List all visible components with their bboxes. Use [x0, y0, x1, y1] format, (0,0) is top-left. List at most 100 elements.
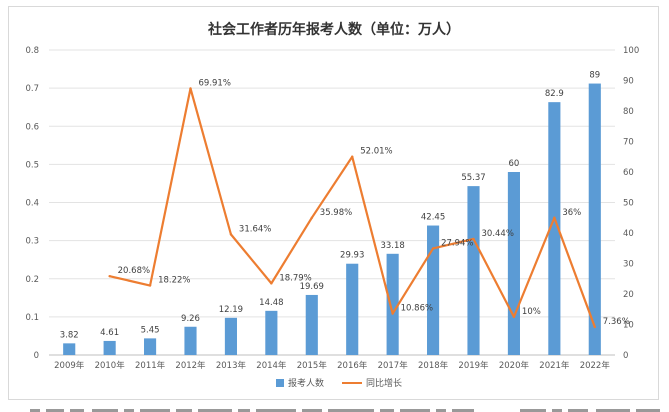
x-tick-label: 2021年 — [539, 360, 570, 371]
cropped-text-fragment — [520, 409, 546, 412]
line-value-label: 20.68% — [118, 266, 150, 276]
bar — [588, 83, 601, 356]
left-tick-label: 0 — [34, 351, 39, 361]
left-tick-label: 0.2 — [25, 275, 39, 285]
line-point — [431, 247, 435, 250]
x-tick-label: 2013年 — [216, 360, 247, 371]
bar — [103, 340, 116, 355]
x-tick-label: 2017年 — [378, 360, 409, 371]
cropped-text-fragment — [636, 409, 660, 412]
cropped-text-fragment — [436, 409, 446, 412]
cropped-text-fragment — [92, 409, 118, 412]
left-tick-label: 0.6 — [25, 122, 39, 132]
cropped-text-fragment — [552, 409, 562, 412]
line-point — [351, 155, 354, 158]
line-value-label: 27.94% — [441, 238, 473, 248]
line-value-label: 10.86% — [401, 304, 433, 314]
bar-value-label: 33.18 — [380, 241, 404, 251]
x-tick-label: 2014年 — [256, 360, 287, 371]
bar-value-label: 9.26 — [181, 314, 200, 324]
line-point — [108, 274, 111, 278]
right-tick-label: 80 — [623, 107, 634, 117]
cropped-text-fragment — [46, 409, 64, 412]
left-tick-label: 0.5 — [25, 160, 39, 170]
bar — [467, 186, 480, 355]
legend: 报考人数 同比增长 — [276, 377, 402, 389]
bar-value-label: 89 — [589, 71, 600, 81]
bar — [144, 338, 157, 355]
left-tick-label: 0.7 — [25, 84, 39, 94]
line-value-label: 31.64% — [239, 224, 271, 234]
legend-swatch-bar — [276, 379, 284, 387]
left-tick-label: 0.1 — [25, 313, 39, 323]
line-point — [229, 233, 233, 236]
bar — [427, 225, 440, 355]
right-tick-label: 0 — [623, 351, 628, 361]
bar-value-label: 3.82 — [60, 330, 79, 340]
left-tick-label: 0.8 — [25, 46, 39, 56]
left-tick-label: 0.4 — [25, 199, 39, 209]
line-series — [108, 87, 596, 329]
bar-value-label: 29.93 — [340, 251, 364, 261]
bar — [305, 294, 318, 355]
right-tick-label: 20 — [623, 290, 634, 300]
cropped-text-fragment — [380, 409, 394, 412]
line-labels: 20.68% 18.22% 69.91% 31.64% 18.79% 35.98% 52.0… — [118, 78, 630, 326]
right-tick-label: 100 — [623, 46, 639, 56]
x-tick-label: 2011年 — [135, 360, 166, 371]
right-tick-label: 40 — [623, 229, 634, 239]
bar-value-label: 14.48 — [259, 298, 283, 308]
x-tick-label: 2010年 — [95, 360, 126, 371]
right-axis: 0 10 20 30 40 50 60 70 80 90 100 — [623, 46, 639, 361]
right-tick-label: 70 — [623, 138, 634, 148]
line-value-label: 36% — [562, 208, 581, 218]
bar — [507, 172, 520, 355]
cropped-text-fragment — [238, 409, 250, 412]
line-point — [310, 216, 313, 220]
chart-frame: 社会工作者历年报考人数（单位：万人） 0 0.1 0.2 0.3 0.4 0.5 0.6 0.… — [8, 6, 659, 400]
right-tick-label: 60 — [623, 168, 634, 178]
gridlines — [49, 49, 615, 356]
cropped-text-fragment — [70, 409, 84, 412]
line-value-label: 18.79% — [279, 273, 311, 283]
legend-label-bar: 报考人数 — [288, 377, 324, 389]
bar-value-label: 60 — [509, 159, 520, 169]
bar — [63, 343, 76, 355]
cropped-text-fragment — [176, 409, 192, 412]
cropped-text-fragment — [568, 409, 588, 412]
line-point — [553, 216, 556, 219]
cropped-text-fragment — [124, 409, 134, 412]
x-tick-label: 2020年 — [499, 360, 530, 371]
bar — [346, 263, 359, 355]
x-tick-label: 2015年 — [297, 360, 328, 371]
line-point — [189, 87, 192, 90]
left-axis: 0 0.1 0.2 0.3 0.4 0.5 0.6 0.7 0.8 — [25, 46, 39, 361]
bar-value-label: 82.9 — [545, 89, 564, 99]
bar — [548, 102, 561, 355]
bar — [386, 253, 399, 355]
x-tick-label: 2012年 — [175, 360, 206, 371]
legend-label-line: 同比增长 — [366, 377, 402, 389]
right-tick-label: 90 — [623, 77, 634, 87]
x-tick-label: 2019年 — [458, 360, 489, 371]
bar — [184, 326, 197, 355]
x-axis: 2009年 2010年 2011年 2012年 2013年 2014年 2015年 2016年… — [49, 354, 615, 371]
cropped-text-fragment — [596, 409, 630, 412]
cropped-text-fragment — [452, 409, 474, 412]
line-point — [472, 237, 475, 241]
x-tick-label: 2022年 — [580, 360, 611, 371]
bar — [265, 310, 278, 355]
cropped-text-strip — [0, 404, 669, 412]
line-value-label: 7.36% — [603, 317, 630, 327]
combo-chart: 社会工作者历年报考人数（单位：万人） 0 0.1 0.2 0.3 0.4 0.5 0.6 0.… — [25, 21, 639, 389]
bar-value-label: 5.45 — [141, 325, 160, 335]
bar-value-label: 12.19 — [219, 305, 243, 315]
x-tick-label: 2009年 — [54, 360, 85, 371]
line-value-label: 18.22% — [158, 276, 190, 286]
x-tick-label: 2018年 — [418, 360, 449, 371]
right-tick-label: 50 — [623, 199, 634, 209]
bar — [224, 317, 237, 355]
bar-series — [63, 83, 601, 356]
right-tick-label: 10 — [623, 321, 634, 331]
line-point — [512, 315, 516, 319]
